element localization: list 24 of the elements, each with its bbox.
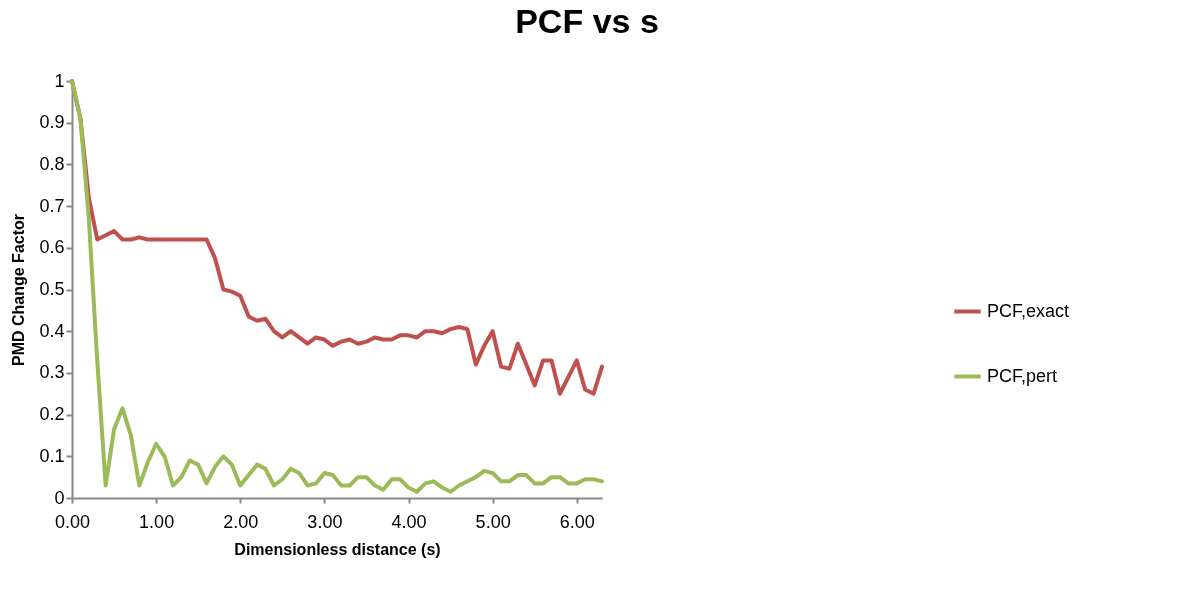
y-axis-title: PMD Change Factor — [10, 213, 28, 367]
y-tick-label: 0.2 — [39, 404, 65, 425]
legend-label: PCF,pert — [987, 365, 1058, 386]
y-tick-label: 0.8 — [39, 153, 65, 174]
y-tick-label: 0.6 — [39, 237, 65, 258]
x-tick-label: 0.00 — [54, 511, 91, 532]
y-tick-label: 0.5 — [39, 279, 65, 299]
x-axis-title: Dimensionless distance (s) — [234, 540, 441, 558]
y-tick-label: 0.9 — [39, 112, 65, 133]
y-tick-label: 0 — [54, 487, 65, 508]
line-series — [70, 79, 604, 494]
y-tick-label: 1 — [54, 70, 65, 91]
x-tick-label: 4.00 — [391, 511, 427, 532]
x-tick-label: 6.00 — [559, 511, 595, 532]
y-tick-label: 0.7 — [39, 195, 65, 216]
x-tick-label: 3.00 — [307, 511, 343, 532]
y-tick-label: 0.1 — [39, 445, 65, 466]
legend-label: PCF,exact — [987, 300, 1070, 321]
x-tick-label: 2.00 — [223, 511, 259, 532]
y-tick-label: 0.4 — [39, 320, 65, 341]
x-tick-label: 5.00 — [475, 511, 511, 532]
y-tick-label: 0.3 — [39, 362, 65, 383]
chart-title: PCF vs s — [515, 2, 659, 40]
x-tick-label: 1.00 — [139, 511, 175, 532]
